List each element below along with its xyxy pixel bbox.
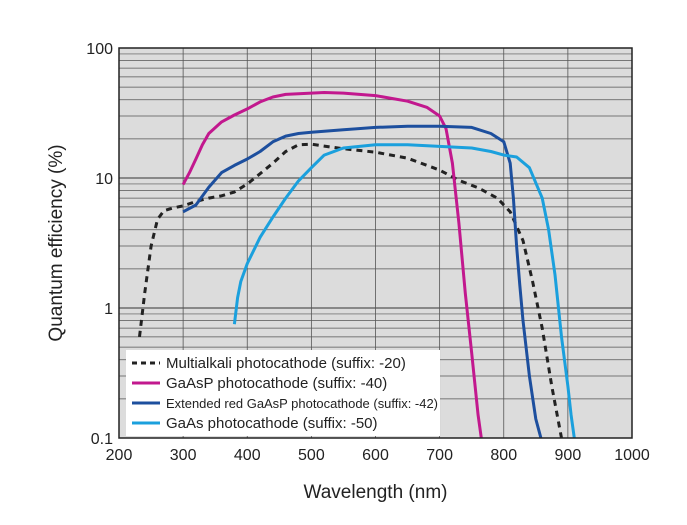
y-tick-label: 100 (86, 41, 113, 58)
series-line-4 (232, 143, 576, 439)
plot-border (118, 47, 633, 439)
y-tick-label: 1 (104, 301, 113, 318)
legend-label-3: Extended red GaAsP photocathode (suffix:… (166, 396, 438, 411)
legend-label-2: GaAsP photocathode (suffix: -40) (166, 375, 387, 392)
x-tick-label: 200 (106, 447, 133, 464)
x-tick-label: 700 (426, 447, 453, 464)
x-tick-label: 800 (490, 447, 517, 464)
legend-label-1: Multialkali photocathode (suffix: -20) (166, 355, 406, 372)
series-line-2 (181, 91, 483, 439)
x-tick-label: 300 (170, 447, 197, 464)
legend: Multialkali photocathode (suffix: -20) Ga… (126, 350, 440, 436)
axis-ticks: 200 300 400 500 600 700 800 900 1000 0.1 1 10 100 (86, 41, 650, 464)
x-tick-label: 900 (555, 447, 582, 464)
x-tick-label: 1000 (614, 447, 650, 464)
series-line-3 (182, 124, 543, 439)
x-axis-label: Wavelength (nm) (304, 482, 448, 503)
x-tick-label: 400 (234, 447, 261, 464)
series-lines (138, 91, 576, 439)
plot-frame (118, 47, 633, 439)
series-line-1 (138, 142, 563, 439)
legend-label-4: GaAs photocathode (suffix: -50) (166, 415, 378, 432)
x-tick-label: 600 (362, 447, 389, 464)
x-tick-label: 500 (298, 447, 325, 464)
y-axis-label: Quantum efficiency (%) (46, 144, 67, 341)
y-tick-label: 10 (95, 171, 113, 188)
legend-box (126, 350, 440, 436)
y-tick-label: 0.1 (91, 431, 113, 448)
